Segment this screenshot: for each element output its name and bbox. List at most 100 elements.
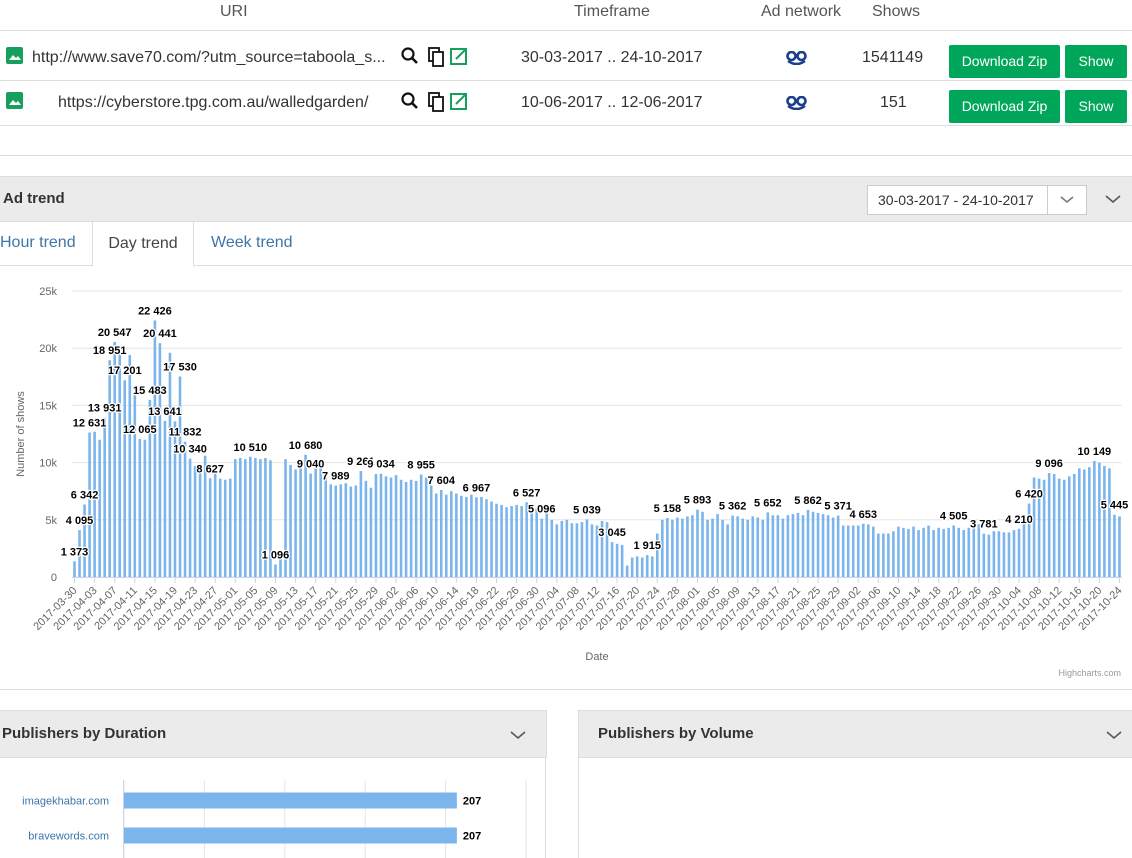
bar [354,485,358,577]
data-label: 5 893 [684,495,712,507]
bar [887,533,890,577]
show-button[interactable]: Show [1065,45,1127,78]
tab[interactable]: Hour trend [0,234,76,251]
data-label: 17 530 [163,361,197,373]
bar [1032,477,1036,577]
y-tick-label: 20k [39,343,57,355]
uri: http://www.save70.com/?utm_source=tabool… [32,49,386,66]
data-label: 10 680 [289,440,323,452]
bar [193,466,197,577]
collapse-icon[interactable] [1104,192,1122,206]
bar [450,491,453,577]
bar [284,459,287,577]
collapse-icon[interactable] [1105,728,1123,742]
bar [404,482,408,577]
data-label: 8 955 [407,460,435,472]
data-label: 9 034 [367,459,395,471]
bar [706,519,709,577]
bar [249,456,252,577]
tab-active[interactable]: Day trend [92,221,194,267]
bar [1108,468,1111,577]
data-label: 4 095 [66,515,94,527]
data-label: 10 510 [234,442,268,454]
bar [821,514,825,577]
bar [696,509,699,577]
bar [500,504,503,577]
bar [369,487,373,577]
timeframe: 10-06-2017 .. 12-06-2017 [521,94,703,111]
bar [108,360,111,577]
y-tick-label: 15k [39,400,57,412]
bar [811,511,815,577]
bar [1077,468,1081,577]
data-label: 5 158 [654,503,682,515]
bar [309,473,312,577]
panel-title: Publishers by Volume [598,725,754,742]
bar [655,533,659,577]
publishers-chart: imagekhabar.com 207 bravewords.com 207 [22,780,527,858]
bar [836,515,840,577]
data-label: 5 652 [754,497,782,509]
bar [444,494,448,577]
bar [681,518,684,577]
download-zip-button[interactable]: Download Zip [949,90,1060,123]
bar [635,556,639,577]
bar [786,515,790,577]
tab[interactable]: Week trend [211,234,293,251]
bar [88,432,91,577]
collapse-icon[interactable] [509,728,527,742]
show-button[interactable]: Show [1065,90,1127,123]
select-toggle [1047,186,1086,214]
bar [465,496,468,577]
data-label: 12 631 [73,418,107,430]
bar [590,524,594,577]
panel-border [578,757,579,858]
bar [259,459,262,577]
ad-network-logo [786,51,807,65]
shows: 151 [880,94,907,111]
bar [279,554,282,577]
column-header: Ad network [761,3,842,20]
bar [736,516,739,577]
bar [103,417,106,577]
row-actions[interactable] [400,91,470,113]
bar [233,459,237,577]
bar [329,484,333,577]
bar [595,525,599,577]
y-tick-label: 0 [51,572,57,584]
shows: 1541149 [862,49,924,66]
bar [781,518,785,577]
bar [73,561,76,577]
bar [505,507,508,577]
data-label: 4 653 [850,509,878,521]
bar [1002,532,1006,577]
data-label: 5 862 [794,495,822,507]
bar [123,380,127,577]
bar [877,533,880,577]
bar [188,458,192,577]
bar [359,471,363,577]
bar [158,343,162,577]
bar [153,320,157,577]
data-label: 1 915 [633,540,661,552]
date-range-select[interactable]: 30-03-2017 - 24-10-2017 [867,185,1087,215]
bar [982,533,986,577]
bar [1022,519,1026,577]
bar [766,512,770,577]
bar [671,519,674,577]
bar [178,376,182,577]
bar [414,480,418,577]
bar [324,475,328,577]
data-label: 17 201 [108,365,142,377]
data-label: 1 096 [262,549,290,561]
bar [731,515,734,577]
bar [419,474,423,577]
bar [1027,503,1031,577]
bar [721,519,724,577]
data-label: 10 340 [173,444,207,456]
row-actions[interactable] [400,46,470,68]
download-zip-button[interactable]: Download Zip [949,45,1060,78]
data-label: 13 931 [88,403,122,415]
bar [661,519,664,577]
